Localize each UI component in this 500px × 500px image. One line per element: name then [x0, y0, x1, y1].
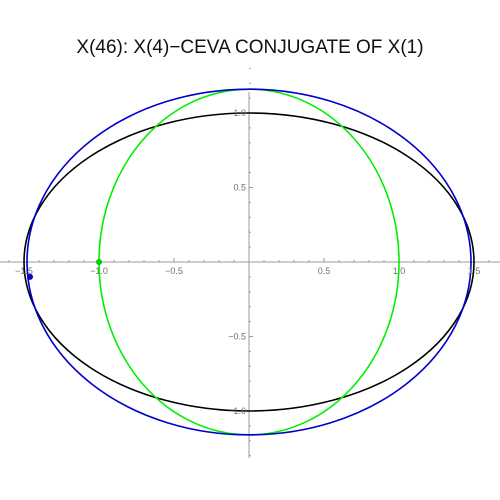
- black-ellipse: [23, 112, 475, 412]
- blue-point: [27, 273, 33, 280]
- y-tick-label: −0.5: [228, 332, 246, 342]
- x-tick-label: −1.5: [15, 266, 33, 276]
- x-tick-label: 0.5: [318, 266, 331, 276]
- y-tick-label: 0.5: [233, 183, 246, 193]
- x-tick-label: −0.5: [165, 266, 183, 276]
- y-tick-label: 1.0: [233, 108, 246, 118]
- x-tick-label: 1.5: [468, 266, 481, 276]
- x-tick-label: −1.0: [90, 266, 108, 276]
- x-tick-label: 1.0: [393, 266, 406, 276]
- green-point: [96, 259, 102, 265]
- blue-ellipse: [26, 88, 472, 436]
- y-tick-label: −1.0: [228, 406, 246, 416]
- chart-title: X(46): X(4)−CEVA CONJUGATE OF X(1): [76, 37, 424, 58]
